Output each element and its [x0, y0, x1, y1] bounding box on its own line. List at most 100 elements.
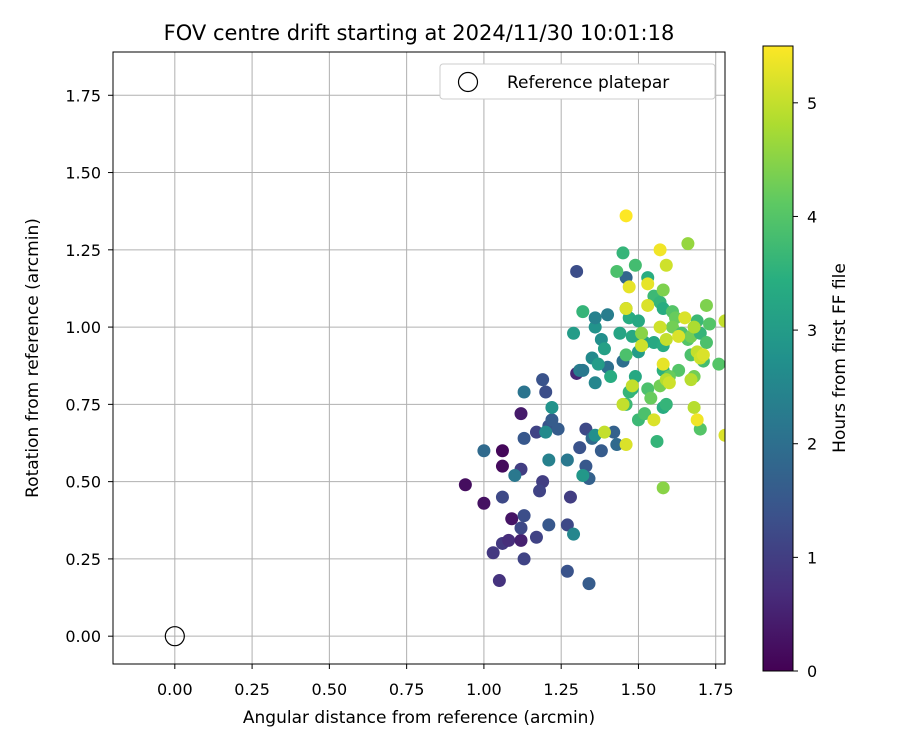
data-point: [591, 357, 605, 371]
colorbar-tick-label: 0: [807, 662, 817, 681]
data-point: [545, 413, 559, 427]
colorbar-tick-label: 3: [807, 321, 817, 340]
y-tick-label: 1.25: [65, 241, 101, 260]
data-point: [560, 564, 574, 578]
reference-platepar-marker: [164, 626, 185, 647]
data-point: [477, 444, 491, 458]
data-point: [594, 444, 608, 458]
data-point: [508, 468, 522, 482]
data-point: [696, 348, 710, 362]
data-point: [533, 484, 547, 498]
data-point: [703, 317, 717, 331]
legend: Reference platepar: [439, 63, 716, 100]
colorbar-label: Hours from first FF file: [830, 263, 850, 453]
data-point: [659, 258, 673, 272]
data-point: [672, 329, 686, 343]
data-point: [492, 574, 506, 588]
data-point: [699, 336, 713, 350]
data-point: [551, 422, 565, 436]
data-point: [458, 478, 472, 492]
data-point: [502, 533, 516, 547]
data-point: [573, 441, 587, 455]
data-point: [514, 533, 528, 547]
data-point: [681, 237, 695, 251]
data-point: [672, 363, 686, 377]
data-point: [567, 326, 581, 340]
data-point: [656, 357, 670, 371]
y-tick-label: 0.50: [65, 473, 101, 492]
data-point: [653, 320, 667, 334]
x-tick-label: 1.00: [466, 680, 502, 699]
data-point: [712, 357, 725, 371]
data-point: [650, 434, 664, 448]
data-point: [601, 308, 615, 322]
data-point: [635, 326, 649, 340]
data-point: [619, 348, 633, 362]
data-point: [659, 397, 673, 411]
data-point: [576, 305, 590, 319]
data-point: [567, 527, 581, 541]
data-point: [560, 453, 574, 467]
data-point: [582, 577, 596, 591]
data-point: [505, 512, 519, 526]
x-tick-label: 0.50: [312, 680, 348, 699]
data-point: [625, 379, 639, 393]
data-point: [486, 546, 500, 560]
data-point: [570, 264, 584, 278]
data-point: [619, 302, 633, 316]
data-point: [607, 425, 621, 439]
data-point: [619, 209, 633, 223]
data-point: [517, 552, 531, 566]
data-point: [644, 391, 658, 405]
y-tick-label: 0.00: [65, 627, 101, 646]
data-point: [638, 407, 652, 421]
data-point: [495, 444, 509, 458]
data-point: [514, 407, 528, 421]
colorbar-tick-label: 1: [807, 548, 817, 567]
colorbar-gradient: [762, 45, 794, 672]
legend-entry-reference: Reference platepar: [507, 73, 669, 93]
data-point: [597, 342, 611, 356]
colorbar: 0 1 2 3 4 5 Hours from first FF file: [762, 45, 850, 681]
data-point: [545, 400, 559, 414]
plot-frame: [112, 51, 726, 665]
data-point: [610, 264, 624, 278]
data-point: [631, 314, 645, 328]
data-point: [576, 468, 590, 482]
y-tick-label: 1.50: [65, 164, 101, 183]
data-point: [659, 332, 673, 346]
y-tick-label: 0.75: [65, 395, 101, 414]
y-tick-label: 1.75: [65, 86, 101, 105]
data-point: [684, 373, 698, 387]
data-point: [604, 370, 618, 384]
data-point: [665, 320, 679, 334]
data-point: [560, 518, 574, 532]
y-axis-label: Rotation from reference (arcmin): [23, 218, 43, 498]
legend-box: [439, 63, 716, 100]
data-point: [718, 428, 725, 442]
data-point: [678, 311, 692, 325]
data-point: [699, 298, 713, 312]
data-point: [539, 425, 553, 439]
data-point: [495, 490, 509, 504]
data-point: [539, 385, 553, 399]
colorbar-ticks: 0 1 2 3 4 5: [793, 94, 817, 681]
data-point: [619, 438, 633, 452]
x-axis-ticks: 0.00 0.25 0.50 0.75 1.00 1.25 1.50 1.75: [157, 664, 734, 699]
data-point: [635, 339, 649, 353]
colorbar-tick-label: 2: [807, 435, 817, 454]
data-point: [588, 320, 602, 334]
data-points: [458, 209, 725, 591]
y-axis-ticks: 0.00 0.25 0.50 0.75 1.00 1.25 1.50 1.75: [65, 86, 113, 646]
data-point: [662, 376, 676, 390]
data-point: [529, 425, 543, 439]
data-point: [514, 521, 528, 535]
chart-title: FOV centre drift starting at 2024/11/30 …: [164, 21, 675, 45]
grid-lines: [113, 52, 725, 664]
legend-marker-icon: [457, 71, 479, 93]
x-tick-label: 1.75: [698, 680, 734, 699]
data-point: [616, 397, 630, 411]
y-tick-label: 1.00: [65, 318, 101, 337]
x-tick-label: 0.25: [234, 680, 270, 699]
